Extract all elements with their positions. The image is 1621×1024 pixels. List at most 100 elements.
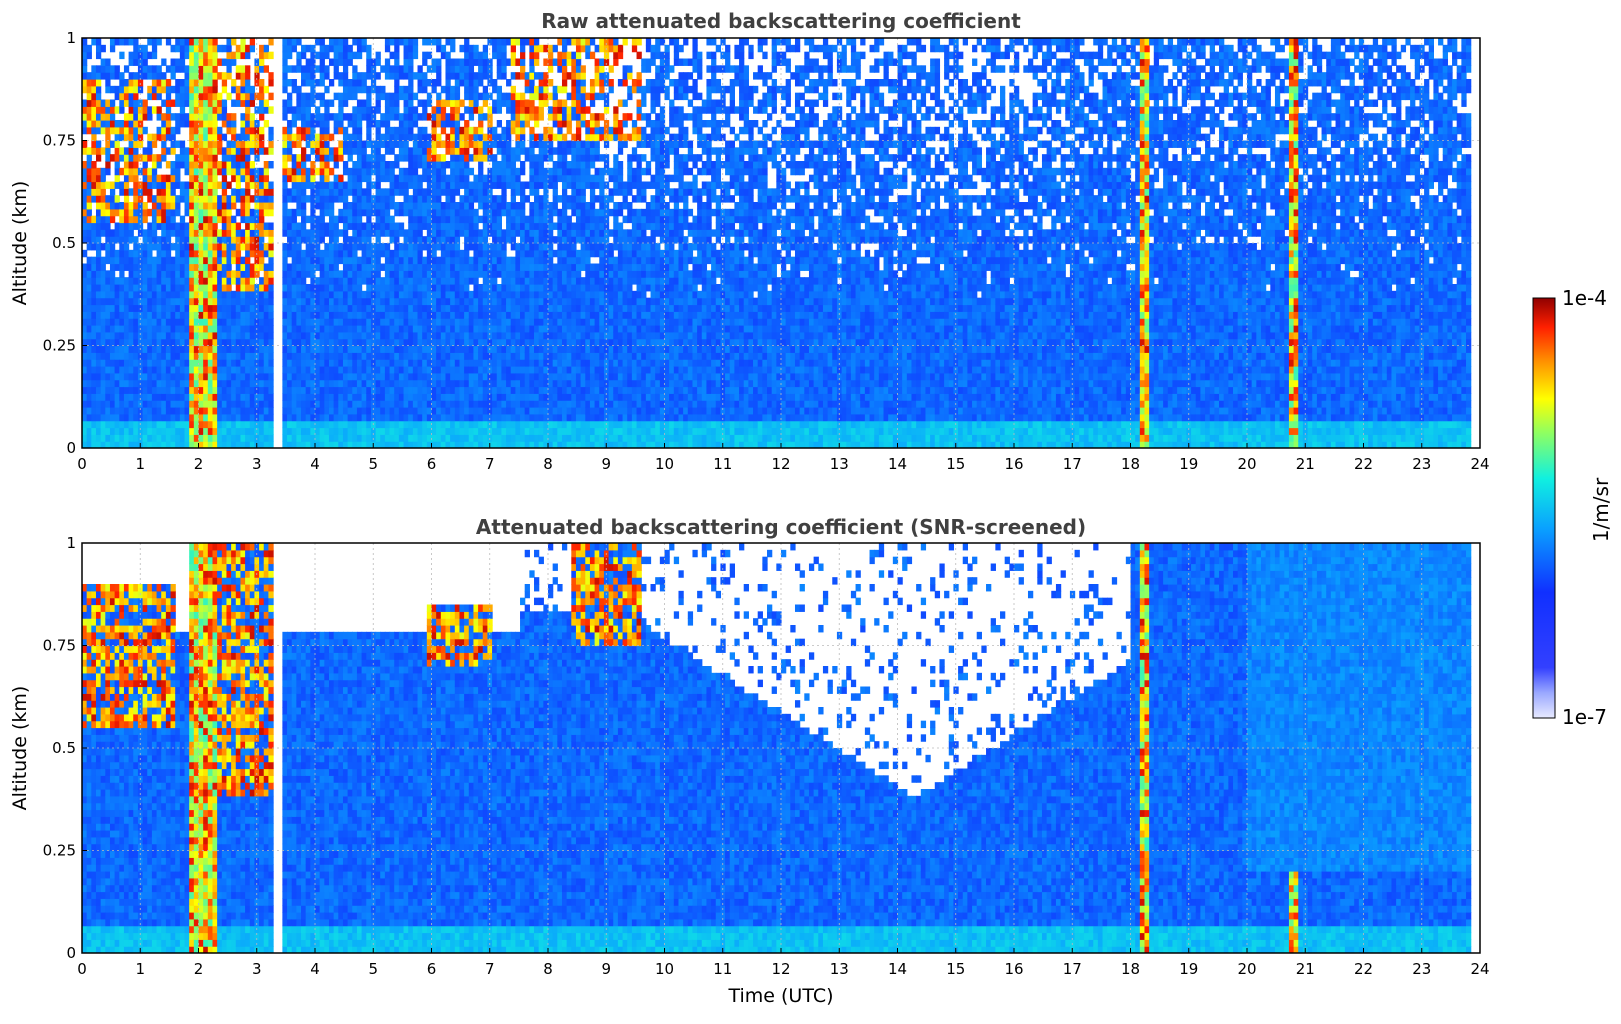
heatmap-cell xyxy=(398,427,405,435)
heatmap-cell xyxy=(520,366,526,374)
heatmap-cell xyxy=(426,427,433,435)
heatmap-cell xyxy=(352,318,358,326)
heatmap-cell xyxy=(482,256,489,265)
heatmap-cell xyxy=(165,407,172,415)
heatmap-cell xyxy=(198,441,204,448)
heatmap-cell xyxy=(86,44,92,53)
heatmap-cell xyxy=(203,202,209,210)
heatmap-cell xyxy=(198,188,204,196)
heatmap-cell xyxy=(347,366,353,374)
heatmap-cell xyxy=(184,113,190,121)
heatmap-cell xyxy=(133,263,139,271)
heatmap-cell xyxy=(445,420,451,429)
heatmap-cell xyxy=(394,140,400,148)
heatmap-cell xyxy=(249,400,256,408)
heatmap-cell xyxy=(366,202,372,210)
heatmap-cell xyxy=(394,263,400,271)
heatmap-cell xyxy=(319,318,325,326)
heatmap-cell xyxy=(207,297,214,306)
heatmap-cell xyxy=(86,215,92,224)
heatmap-cell xyxy=(287,311,293,319)
heatmap-cell xyxy=(520,256,526,265)
heatmap-cell xyxy=(403,120,409,128)
heatmap-cell xyxy=(496,270,502,278)
heatmap-cell xyxy=(487,243,493,251)
heatmap-cell xyxy=(492,290,498,299)
heatmap-cell xyxy=(342,352,349,360)
heatmap-cell xyxy=(296,229,302,237)
heatmap-cell xyxy=(496,72,502,80)
heatmap-cell xyxy=(212,167,218,176)
heatmap-cell xyxy=(412,386,419,394)
heatmap-cell xyxy=(431,284,437,292)
heatmap-cell xyxy=(375,236,381,244)
heatmap-cell xyxy=(114,284,120,292)
heatmap-cell xyxy=(226,51,232,60)
heatmap-cell xyxy=(492,311,498,319)
heatmap-cell xyxy=(151,366,158,374)
heatmap-cell xyxy=(245,325,251,333)
heatmap-cell xyxy=(431,208,437,217)
heatmap-cell xyxy=(105,338,111,347)
heatmap-cell xyxy=(356,133,363,142)
heatmap-cell xyxy=(398,202,405,210)
heatmap-cell xyxy=(328,413,335,422)
heatmap-cell xyxy=(445,331,451,340)
heatmap-cell xyxy=(212,222,218,230)
heatmap-cell xyxy=(333,65,339,73)
heatmap-cell xyxy=(259,126,265,135)
heatmap-cell xyxy=(198,161,204,169)
heatmap-cell xyxy=(408,393,414,401)
heatmap-cell xyxy=(356,202,363,210)
heatmap-cell xyxy=(198,249,204,258)
heatmap-cell xyxy=(170,393,176,401)
heatmap-cell xyxy=(142,44,148,53)
heatmap-cell xyxy=(487,58,493,66)
heatmap-cell xyxy=(389,325,395,333)
heatmap-cell xyxy=(487,126,493,135)
heatmap-cell xyxy=(375,51,381,60)
heatmap-cell xyxy=(352,441,358,448)
heatmap-cell xyxy=(245,243,251,251)
heatmap-cell xyxy=(370,113,377,121)
heatmap-cell xyxy=(380,352,386,360)
heatmap-cell xyxy=(426,256,433,265)
heatmap-cell xyxy=(91,304,97,312)
heatmap-cell xyxy=(422,113,428,121)
heatmap-cell xyxy=(431,133,437,142)
heatmap-cell xyxy=(287,243,293,251)
heatmap-cell xyxy=(203,65,209,73)
heatmap-cell xyxy=(151,106,158,114)
heatmap-cell xyxy=(310,345,316,353)
heatmap-cell xyxy=(287,434,293,442)
heatmap-cell xyxy=(398,372,405,381)
heatmap-cell xyxy=(259,290,265,299)
heatmap-cell xyxy=(473,249,479,258)
heatmap-cell xyxy=(464,297,470,306)
heatmap-cell xyxy=(384,208,391,217)
heatmap-cell xyxy=(193,133,200,142)
heatmap-cell xyxy=(366,372,372,381)
heatmap-cell xyxy=(310,65,316,73)
heatmap-cell xyxy=(193,181,200,189)
heatmap-cell xyxy=(161,366,167,374)
heatmap-cell xyxy=(482,372,489,381)
heatmap-cell xyxy=(384,215,391,224)
heatmap-cell xyxy=(287,106,293,114)
heatmap-cell xyxy=(408,318,414,326)
heatmap-cell xyxy=(291,167,297,176)
heatmap-cell xyxy=(226,345,232,353)
heatmap-cell xyxy=(179,51,186,60)
heatmap-cell xyxy=(259,44,265,53)
heatmap-cell xyxy=(105,277,111,285)
heatmap-cell xyxy=(189,393,195,401)
heatmap-cell xyxy=(259,318,265,326)
heatmap-cell xyxy=(366,393,372,401)
heatmap-cell xyxy=(240,270,246,278)
heatmap-cell xyxy=(408,345,414,353)
heatmap-cell xyxy=(184,352,190,360)
heatmap-cell xyxy=(319,345,325,353)
heatmap-cell xyxy=(133,256,139,265)
heatmap-cell xyxy=(412,222,419,230)
heatmap-cell xyxy=(259,188,265,196)
